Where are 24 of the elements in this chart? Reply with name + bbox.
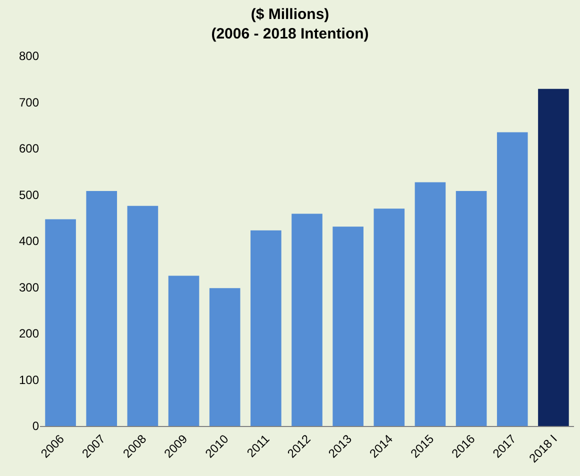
bar xyxy=(374,208,405,426)
y-tick-label: 600 xyxy=(18,142,40,156)
y-tick-label: 500 xyxy=(18,188,40,202)
bar xyxy=(209,288,240,426)
bar xyxy=(45,219,76,426)
bar xyxy=(292,214,322,426)
bar xyxy=(414,182,446,426)
y-tick-label: 800 xyxy=(18,49,40,64)
bar xyxy=(496,132,528,426)
bar xyxy=(456,191,487,426)
bar xyxy=(127,206,158,426)
chart-title: ($ Millions) xyxy=(250,6,330,24)
y-tick-label: 0 xyxy=(32,419,40,434)
chart-subtitle: (2006 - 2018 Intention) xyxy=(211,26,369,43)
bar xyxy=(250,230,282,426)
y-tick-label: 700 xyxy=(18,95,40,110)
bar xyxy=(168,276,200,426)
y-tick-label: 100 xyxy=(18,372,40,387)
bar xyxy=(332,226,364,426)
y-tick-label: 200 xyxy=(18,326,40,341)
y-tick-label: 400 xyxy=(18,234,40,248)
bar xyxy=(538,88,569,426)
bar xyxy=(86,191,118,426)
y-tick-label: 300 xyxy=(18,280,40,294)
